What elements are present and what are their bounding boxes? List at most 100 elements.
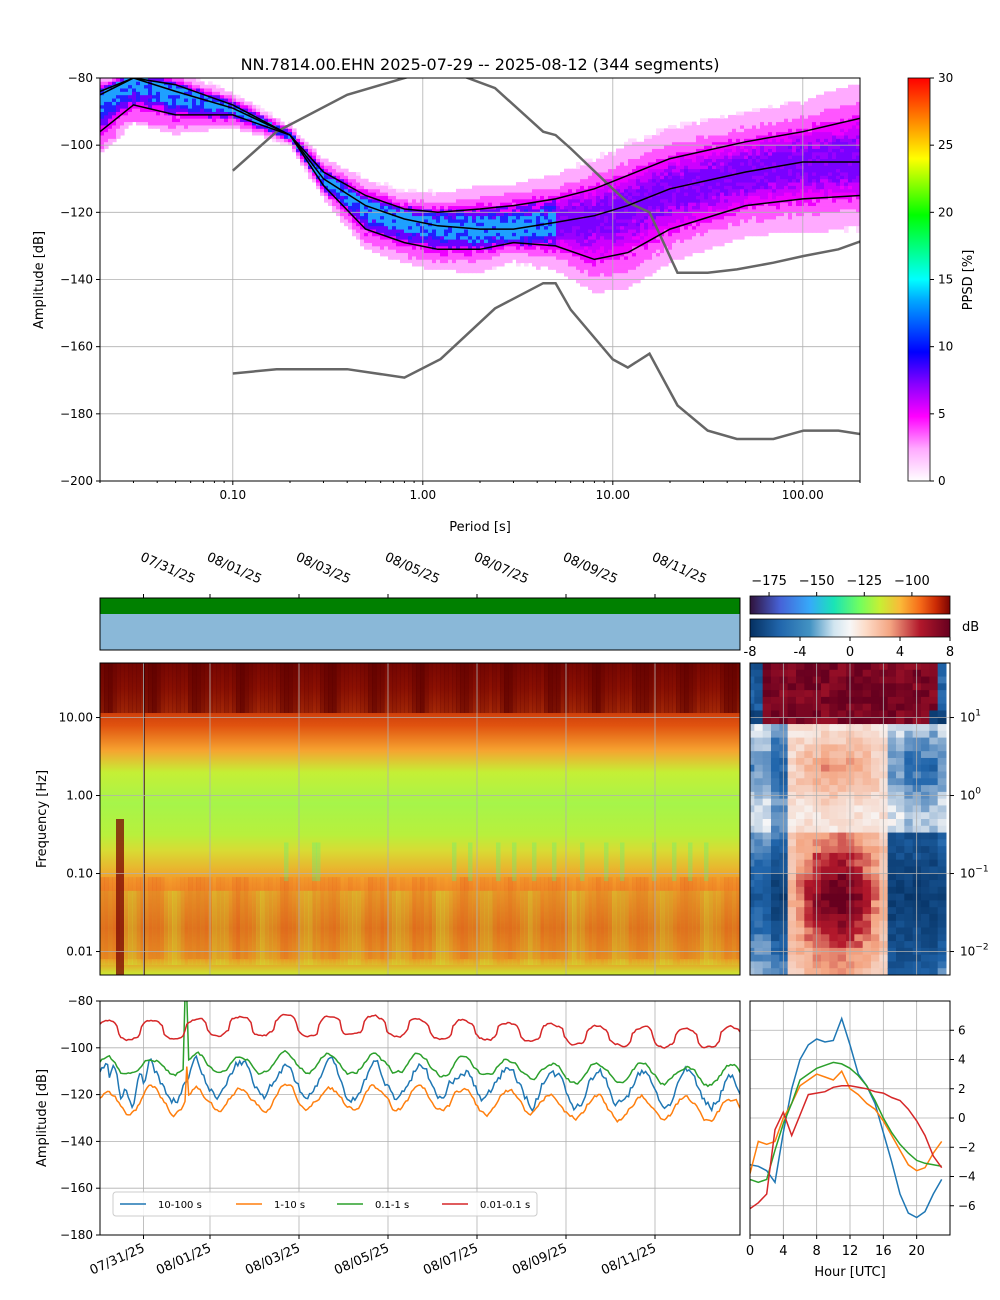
ppsd-density-cell: [852, 104, 857, 109]
ppsd-density-cell: [604, 276, 609, 280]
ppsd-density-cell: [240, 128, 245, 133]
ppsd-density-cell: [428, 239, 433, 243]
ppsd-density-cell: [564, 242, 569, 247]
ppsd-density-cell: [188, 104, 193, 109]
ppsd-density-cell: [224, 125, 229, 129]
ppsd-density-cell: [468, 249, 473, 254]
ppsd-density-cell: [560, 249, 565, 254]
ppsd-density-cell: [140, 118, 145, 123]
ppsd-density-cell: [684, 172, 689, 176]
ppsd-density-cell: [664, 128, 669, 133]
ppsd-density-cell: [436, 235, 441, 240]
ppsd-density-cell: [504, 255, 509, 260]
ppsd-density-cell: [848, 219, 853, 223]
ppsd-density-cell: [812, 128, 817, 133]
ppsd-density-cell: [112, 121, 117, 126]
ppsd-density-cell: [564, 182, 569, 186]
ppsd-density-cell: [756, 178, 761, 183]
ppsd-density-cell: [628, 208, 633, 213]
ppsd-density-cell: [576, 245, 581, 250]
ppsd-density-cell: [428, 205, 433, 210]
ppsd-density-cell: [152, 114, 157, 119]
ppsd-density-cell: [516, 249, 521, 254]
ppsd-density-cell: [808, 198, 813, 203]
ppsd-density-cell: [492, 266, 497, 270]
ppsd-density-cell: [248, 108, 253, 112]
ppsd-density-cell: [608, 225, 613, 230]
ppsd-density-cell: [684, 165, 689, 170]
ppsd-density-cell: [568, 232, 573, 237]
ppsd-density-cell: [596, 229, 601, 233]
ppsd-density-cell: [348, 202, 353, 207]
ppsd-density-cell: [412, 215, 417, 220]
ppsd-density-cell: [676, 215, 681, 220]
ppsd-density-cell: [152, 98, 157, 102]
ppsd-density-cell: [656, 255, 661, 260]
ppsd-density-cell: [472, 185, 477, 190]
ppsd-density-cell: [832, 215, 837, 220]
ppsd-density-cell: [656, 141, 661, 146]
ppsd-density-cell: [736, 135, 741, 139]
ppsd-density-cell: [488, 259, 493, 264]
ppsd-density-cell: [552, 178, 557, 183]
ppsd-density-cell: [424, 266, 429, 270]
ppsd-density-cell: [228, 91, 233, 96]
ppsd-density-cell: [616, 276, 621, 280]
ppsd-density-cell: [184, 121, 189, 126]
ppsd-density-cell: [708, 172, 713, 176]
ppsd-density-cell: [696, 188, 701, 193]
ppsd-density-cell: [828, 155, 833, 159]
ppsd-density-cell: [700, 148, 705, 153]
ppsd-density-cell: [608, 266, 613, 270]
ppsd-density-cell: [700, 212, 705, 217]
ppsd-density-cell: [844, 168, 849, 173]
ppsd-density-cell: [468, 222, 473, 227]
ppsd-density-cell: [244, 111, 249, 116]
ppsd-density-cell: [532, 185, 537, 190]
ppsd-density-cell: [356, 215, 361, 220]
ppsd-density-cell: [468, 229, 473, 233]
ppsd-density-cell: [696, 215, 701, 220]
ppsd-density-cell: [640, 202, 645, 207]
ppsd-density-cell: [500, 225, 505, 230]
ppsd-density-cell: [532, 249, 537, 254]
ppsd-density-cell: [124, 125, 129, 129]
ppsd-density-cell: [660, 259, 665, 264]
ppsd-density-cell: [424, 215, 429, 220]
ppsd-density-cell: [624, 212, 629, 217]
ppsd-density-cell: [612, 262, 617, 267]
ppsd-density-cell: [660, 202, 665, 207]
ppsd-density-cell: [536, 259, 541, 264]
ppsd-density-cell: [448, 229, 453, 233]
ppsd-density-cell: [540, 255, 545, 260]
ppsd-density-cell: [628, 195, 633, 200]
ppsd-density-cell: [772, 195, 777, 200]
ppsd-density-cell: [720, 212, 725, 217]
ppsd-density-cell: [728, 168, 733, 173]
ppsd-density-cell: [108, 138, 113, 143]
ppsd-density-cell: [580, 282, 585, 287]
ppsd-density-cell: [716, 151, 721, 156]
ppsd-density-cell: [600, 219, 605, 223]
ppsd-density-cell: [856, 215, 860, 220]
ppsd-density-cell: [428, 252, 433, 257]
ppsd-density-cell: [392, 232, 397, 237]
ppsd-density-cell: [384, 212, 389, 217]
ppsd-density-cell: [820, 158, 825, 163]
ppsd-density-cell: [760, 108, 765, 112]
ppsd-density-cell: [400, 225, 405, 230]
ppsd-density-cell: [516, 242, 521, 247]
ppsd-density-cell: [684, 235, 689, 240]
ppsd-density-cell: [732, 145, 737, 149]
ppsd-density-cell: [756, 212, 761, 217]
ppsd-density-cell: [444, 195, 449, 200]
ppsd-density-cell: [836, 155, 841, 159]
ppsd-density-cell: [808, 165, 813, 170]
ppsd-density-cell: [300, 138, 305, 143]
ppsd-density-cell: [664, 161, 669, 166]
ppsd-density-cell: [476, 185, 481, 190]
ppsd-density-cell: [752, 215, 757, 220]
ppsd-density-cell: [552, 222, 557, 227]
ppsd-density-cell: [140, 91, 145, 96]
ppsd-density-cell: [780, 121, 785, 126]
